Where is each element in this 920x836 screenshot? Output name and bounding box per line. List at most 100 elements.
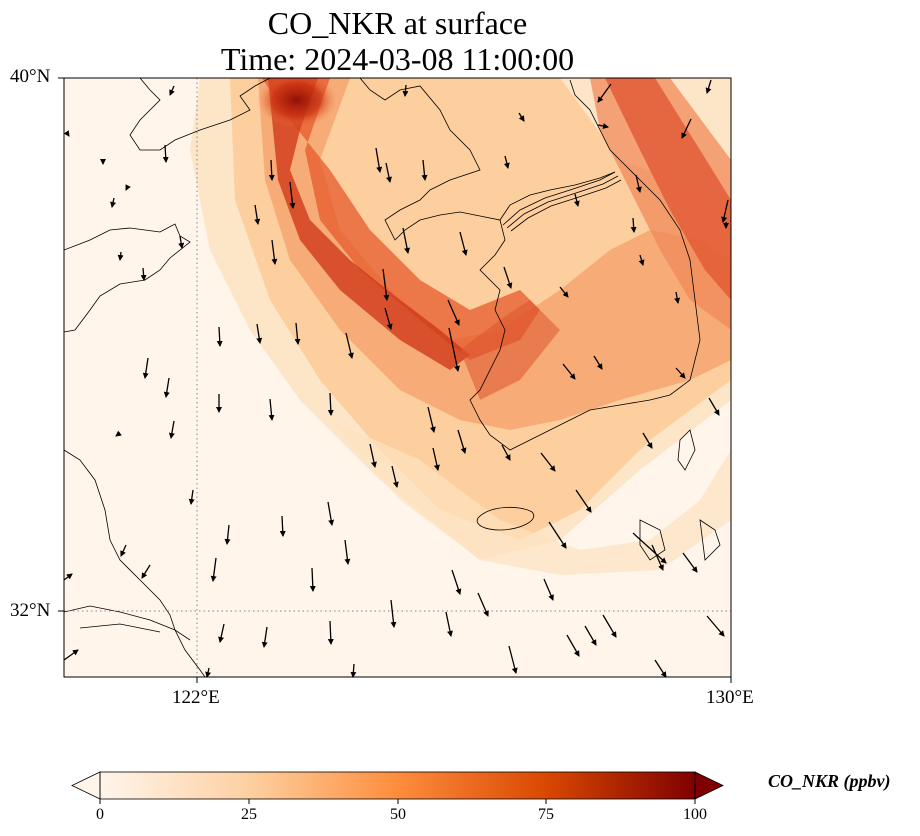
wind-arrow <box>268 159 275 181</box>
wind-arrow <box>294 322 301 345</box>
colorbar-tick-50: 50 <box>390 806 406 823</box>
wind-arrow <box>597 83 612 103</box>
wind-arrow <box>289 181 296 209</box>
map-frame <box>63 77 732 678</box>
wind-arrow <box>385 162 392 183</box>
wind-arrow <box>224 524 231 545</box>
wind-arrow <box>115 430 122 437</box>
wind-arrow <box>675 367 686 379</box>
wind-arrow <box>543 578 554 601</box>
map-title-line2: Time: 2024-03-08 11:00:00 <box>220 41 575 77</box>
wind-arrow <box>705 79 712 94</box>
lat-label-south: 32°N <box>10 600 51 621</box>
wind-arrow <box>178 235 185 249</box>
wind-arrow <box>402 227 410 254</box>
wind-arrow <box>459 231 468 256</box>
colorbar-tick-100: 100 <box>683 806 707 823</box>
wind-arrow <box>682 552 698 573</box>
wind-arrow <box>345 332 354 359</box>
colorbar-tick-75: 75 <box>538 806 554 823</box>
lon-label-east: 130°E <box>706 687 754 708</box>
wind-arrow <box>210 557 217 582</box>
wind-arrow <box>327 620 334 645</box>
wind-arrow <box>559 286 569 298</box>
wind-arrow <box>421 159 428 181</box>
wind-arrow <box>445 611 453 637</box>
wind-arrow <box>584 625 597 646</box>
wind-arrow <box>327 392 334 416</box>
wind-arrow <box>168 420 175 439</box>
wind-arrow <box>540 452 556 472</box>
wind-arrow <box>501 444 511 461</box>
wind-arrow <box>163 377 170 398</box>
wind-arrow <box>632 532 667 564</box>
wind-arrow <box>271 239 278 265</box>
wind-arrow <box>651 544 664 571</box>
wind-arrow <box>375 147 383 173</box>
wind-arrow <box>681 118 692 139</box>
wind-arrow <box>706 615 725 637</box>
wind-arrow <box>162 144 169 163</box>
wind-arrow <box>602 614 617 638</box>
wind-arrow <box>427 406 436 433</box>
wind-arrow <box>125 184 131 191</box>
colorbar-title: CO_NKR (ppbv) <box>768 771 891 791</box>
coastlines <box>64 78 721 677</box>
wind-arrow <box>448 327 460 372</box>
wind-arrow <box>721 199 729 223</box>
wind-arrow <box>140 267 147 281</box>
colorbar-tick-0: 0 <box>96 806 104 823</box>
wind-arrow <box>188 489 195 505</box>
wind-arrow <box>630 217 637 233</box>
wind-arrow <box>382 268 390 301</box>
wind-arrow <box>642 432 653 449</box>
wind-arrow <box>120 544 127 557</box>
wind-arrow <box>674 291 681 304</box>
wind-arrow <box>518 112 525 122</box>
wind-arrow <box>447 299 460 326</box>
wind-arrow <box>503 155 510 169</box>
wind-arrow <box>63 573 73 581</box>
wind-arrow <box>205 667 212 678</box>
wind-arrow <box>654 659 667 678</box>
wind-arrow <box>256 323 263 344</box>
wind-arrow <box>708 397 720 416</box>
wind-arrow <box>142 357 149 379</box>
wind-arrow <box>477 592 489 617</box>
wind-arrow <box>562 363 576 380</box>
wind-arrow <box>391 465 399 488</box>
wind-arrow <box>309 567 316 592</box>
gridlines <box>64 78 731 677</box>
wind-arrow <box>110 197 117 208</box>
wind-arrow <box>402 84 409 97</box>
wind-arrow <box>575 489 592 513</box>
wind-arrow <box>390 599 397 628</box>
wind-arrow <box>573 193 580 207</box>
wind-arrow <box>593 355 603 370</box>
wind-arrow <box>279 515 286 537</box>
concentration-field <box>64 78 731 677</box>
wind-arrow <box>451 569 462 595</box>
wind-arrow <box>344 539 351 565</box>
wind-arrow <box>254 204 261 225</box>
wind-arrow <box>350 663 357 678</box>
wind-vectors <box>63 79 729 678</box>
wind-arrow <box>169 85 175 96</box>
wind-arrow <box>327 501 335 526</box>
lat-label-north: 40°N <box>10 66 51 87</box>
lon-label-west: 122°E <box>172 687 220 708</box>
wind-arrow <box>508 645 518 674</box>
wind-arrow <box>635 174 642 193</box>
wind-arrow <box>63 649 79 661</box>
wind-arrow <box>268 398 275 421</box>
wind-arrow <box>457 429 467 454</box>
wind-arrow <box>638 254 645 266</box>
wind-arrow <box>503 266 513 289</box>
map-title-line1: CO_NKR at surface <box>267 5 528 41</box>
colorbar-tick-25: 25 <box>241 806 257 823</box>
wind-arrow <box>261 626 268 648</box>
wind-arrow <box>369 443 377 468</box>
wind-arrow <box>566 634 580 657</box>
wind-arrow <box>548 521 567 549</box>
